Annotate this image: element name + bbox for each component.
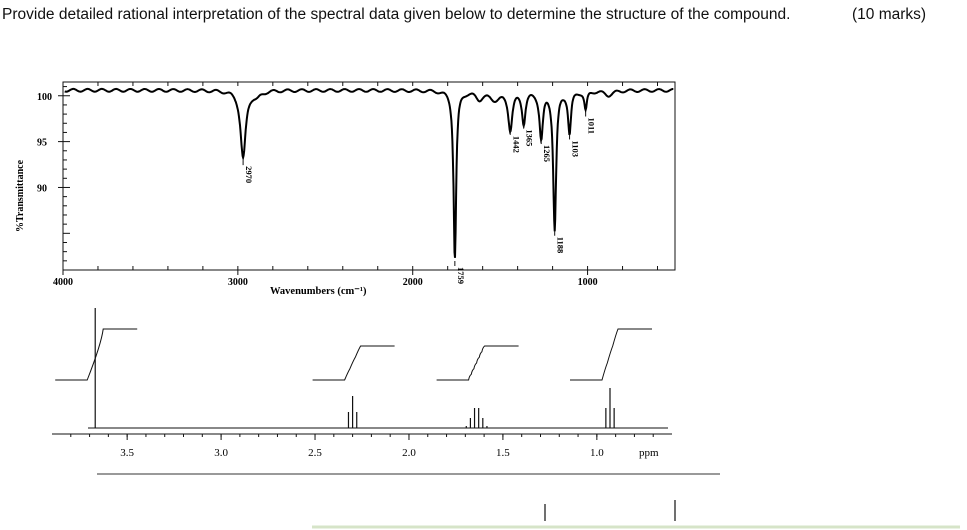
nmr-integral-curve xyxy=(570,328,652,381)
ir-peak-label: 1759 xyxy=(456,267,466,284)
ir-y-tick-label: 90 xyxy=(37,183,47,194)
nmr-integral-curve xyxy=(55,328,138,381)
nmr-x-tick-label: 3.0 xyxy=(214,447,228,459)
ir-peak-label: 2970 xyxy=(244,166,254,183)
ir-spectrum-chart: 4000 3000 2000 1000 100 95 90 2970 1759 1442 136… xyxy=(15,81,676,297)
nmr-x-tick-label: 1.5 xyxy=(496,447,510,459)
ir-minor-ticks xyxy=(62,82,659,270)
ir-y-axis-title: %Transmittance xyxy=(15,159,26,232)
ir-x-tick-label: 1000 xyxy=(578,277,598,288)
ir-peak-label: 1265 xyxy=(542,145,552,162)
ir-x-tick-label: 4000 xyxy=(53,277,73,288)
nmr-integral-curve xyxy=(312,345,395,381)
ir-x-axis-title: Wavenumbers (cm⁻¹) xyxy=(270,286,367,297)
ir-peak-label: 1442 xyxy=(511,136,521,153)
nmr-x-tick-label: 1.0 xyxy=(590,447,604,459)
ir-spectrum-line xyxy=(64,87,674,258)
ir-y-tick-label: 100 xyxy=(37,92,52,103)
nmr-x-tick-label: 2.5 xyxy=(308,447,322,459)
nmr-x-ticks: 3.5 3.0 2.5 2.0 1.5 1.0 xyxy=(120,434,604,459)
ir-y-tick-label: 95 xyxy=(37,138,47,149)
ir-plot-frame xyxy=(62,81,676,271)
nmr-ppm-label: ppm xyxy=(639,447,659,459)
nmr-spectrum-chart: 3.5 3.0 2.5 2.0 1.5 1.0 ppm xyxy=(52,308,672,459)
ir-peak-labels: 2970 1759 1442 1365 1265 1188 1103 1011 xyxy=(242,111,597,284)
ir-peak-label: 1188 xyxy=(556,237,566,254)
nmr-x-tick-label: 3.5 xyxy=(120,447,134,459)
question-text: Provide detailed rational interpretation… xyxy=(2,6,791,23)
ir-x-tick-label: 2000 xyxy=(403,277,423,288)
ir-x-tick-label: 3000 xyxy=(228,277,248,288)
nmr-x-tick-label: 2.0 xyxy=(402,447,416,459)
ir-peak-label: 1103 xyxy=(571,140,581,157)
nmr-integral-curves xyxy=(55,328,652,381)
nmr-integral-curve xyxy=(436,345,519,381)
nmr-peak-lines xyxy=(94,308,615,428)
ir-x-ticks: 4000 3000 2000 1000 xyxy=(53,270,598,288)
marks-label: (10 marks) xyxy=(852,6,927,23)
ir-peak-label: 1011 xyxy=(587,118,597,135)
ir-y-ticks: 100 95 90 xyxy=(37,86,70,262)
ir-peak-label: 1365 xyxy=(525,129,535,146)
